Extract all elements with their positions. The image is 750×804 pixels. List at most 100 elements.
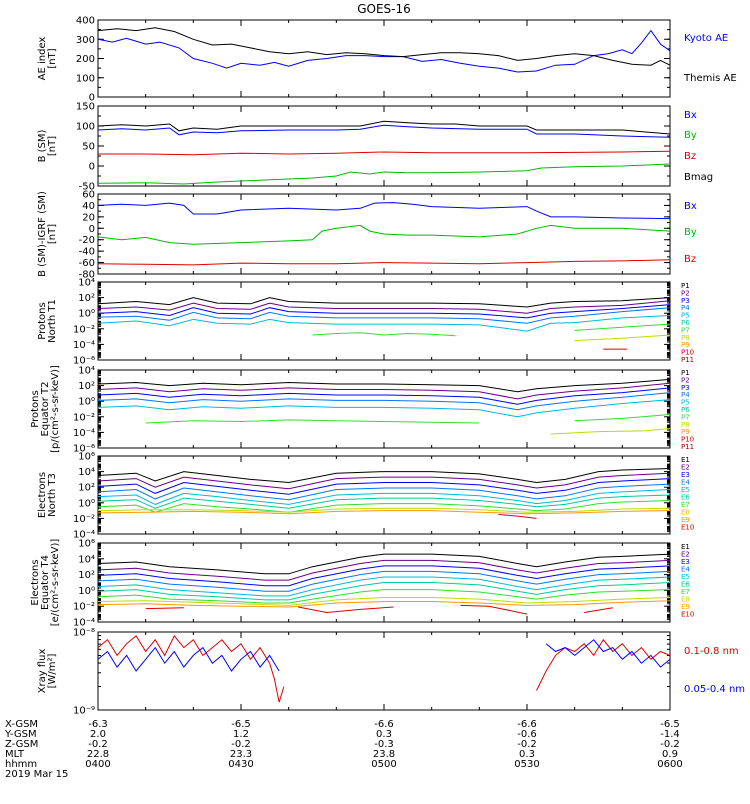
- y-axis-label: Protons: [30, 390, 41, 427]
- legend-entry: E1: [681, 543, 690, 551]
- y-tick-label: 200: [76, 54, 95, 65]
- ephemeris-row-label: hhmm: [5, 759, 37, 770]
- y-tick-label: 10⁰: [78, 309, 95, 320]
- legend-entry: P1: [681, 369, 690, 377]
- panel-frame: [97, 455, 671, 535]
- legend-entry: P2: [681, 376, 690, 384]
- ephemeris-value: -6.5: [660, 719, 680, 730]
- legend-entry: E7: [681, 588, 690, 596]
- ephemeris-value: -6.5: [231, 719, 251, 730]
- series-line-e2: [97, 472, 671, 490]
- y-tick-label: 10⁻⁸: [73, 628, 95, 639]
- series-line-p3: [97, 387, 671, 405]
- legend-entry: P8: [681, 334, 690, 342]
- legend-entry: P3: [681, 384, 690, 392]
- series-line-bz: [98, 150, 671, 156]
- legend-entry: E2: [681, 464, 690, 472]
- legend-entry: E5: [681, 573, 690, 581]
- legend-entry: Themis AE: [683, 73, 737, 84]
- ephemeris-value: 0500: [371, 759, 396, 770]
- series-line-e9: [97, 600, 671, 608]
- y-tick-label: 10⁴: [78, 467, 95, 478]
- y-tick-label: 10⁻⁶: [73, 356, 95, 367]
- legend-entry: P4: [681, 391, 690, 399]
- legend-entry: P11: [681, 356, 694, 364]
- y-axis-label: Electrons: [30, 559, 41, 605]
- panel-b: -50 0 50 100 150 B (SM) [nT] Bx By Bz Bmag: [37, 102, 713, 193]
- y-axis-label: Equator T2: [40, 382, 51, 437]
- series-line-0-1-0-8-nm-a: [97, 634, 285, 703]
- series-line-p7b: [574, 323, 671, 331]
- series-line-e2: [97, 559, 671, 581]
- ephemeris-value: -6.6: [374, 719, 394, 730]
- legend-entry: P2: [681, 289, 690, 297]
- series-line-e9: [97, 510, 671, 515]
- y-axis-label: B (SM): [37, 129, 48, 162]
- ephemeris-value: -0.2: [231, 739, 251, 750]
- legend-entry: E7: [681, 501, 690, 509]
- ephemeris-value: -6.6: [517, 719, 537, 730]
- legend-entry: E4: [681, 566, 690, 574]
- ephemeris-value: -0.6: [517, 729, 537, 740]
- legend-entry: Kyoto AE: [684, 33, 728, 44]
- legend-entry: P10: [681, 436, 694, 444]
- ephemeris-value: 0.3: [519, 749, 535, 760]
- legend-entry: P4: [681, 304, 690, 312]
- ephemeris-value: 0600: [657, 759, 682, 770]
- series-line-e10b: [298, 606, 394, 614]
- legend-entry: Bx: [684, 110, 697, 121]
- legend-entry: E3: [681, 558, 690, 566]
- y-axis-label: Equator T4: [40, 555, 51, 610]
- series-line-p4: [97, 392, 671, 411]
- series-line-e4: [97, 570, 671, 592]
- y-axis-label: [nT]: [47, 136, 58, 156]
- y-tick-label: 20: [82, 212, 95, 223]
- y-tick-label: 10⁰: [78, 586, 95, 597]
- y-tick-label: 10²: [78, 381, 95, 392]
- y-tick-label: 10²: [78, 483, 95, 494]
- series-line-bmag: [97, 120, 671, 135]
- legend-entry: 0.1-0.8 nm: [684, 646, 739, 657]
- series-line-e5: [97, 576, 671, 597]
- y-tick-label: -40: [79, 247, 95, 258]
- series-line-themis-ae: [97, 27, 671, 66]
- series-line-0-1-0-8-nm-b: [536, 638, 671, 691]
- legend-entry: E9: [681, 516, 690, 524]
- y-tick-label: 10⁰: [78, 397, 95, 408]
- legend-entry: E4: [681, 479, 690, 487]
- legend-entry: P8: [681, 421, 690, 429]
- series-line-e10c: [460, 604, 528, 615]
- ephemeris-row-label: MLT: [5, 749, 25, 760]
- ephemeris-value: 23.3: [230, 749, 252, 760]
- series-line-p5: [97, 399, 671, 418]
- y-axis-label: B (SM)-IGRF (SM): [37, 191, 48, 277]
- legend-entry: By: [684, 227, 697, 238]
- legend-entry: E6: [681, 494, 690, 502]
- ephemeris-value: 0400: [85, 759, 110, 770]
- legend-entry: P5: [681, 399, 690, 407]
- series-line-e8: [97, 507, 671, 513]
- series-line-e3: [97, 565, 671, 587]
- y-tick-label: 400: [76, 16, 95, 27]
- y-tick-label: 10⁻²: [73, 602, 95, 613]
- ephemeris-value: -0.2: [88, 739, 108, 750]
- ephemeris-value: 23.8: [373, 749, 395, 760]
- series-line-p1: [97, 297, 671, 308]
- y-tick-label: 10⁶: [78, 539, 95, 550]
- legend-entry: P10: [681, 349, 694, 357]
- legend-entry: By: [684, 130, 697, 141]
- legend-entry: P9: [681, 341, 690, 349]
- ephemeris-value: -6.3: [88, 719, 108, 730]
- y-tick-label: 10⁻⁶: [73, 444, 95, 455]
- ephemeris-value: 2.0: [90, 729, 106, 740]
- series-line-kyoto-ae: [97, 29, 671, 73]
- panel-frame: [97, 105, 671, 187]
- series-line-e6: [97, 582, 671, 601]
- legend-entry: E8: [681, 509, 690, 517]
- ephemeris-value: 0.9: [662, 749, 678, 760]
- y-axis-label: [e/(cm²-s-sr-keV)]: [50, 539, 61, 627]
- legend-entry: P5: [681, 312, 690, 320]
- y-axis-label: Xray flux: [37, 649, 48, 694]
